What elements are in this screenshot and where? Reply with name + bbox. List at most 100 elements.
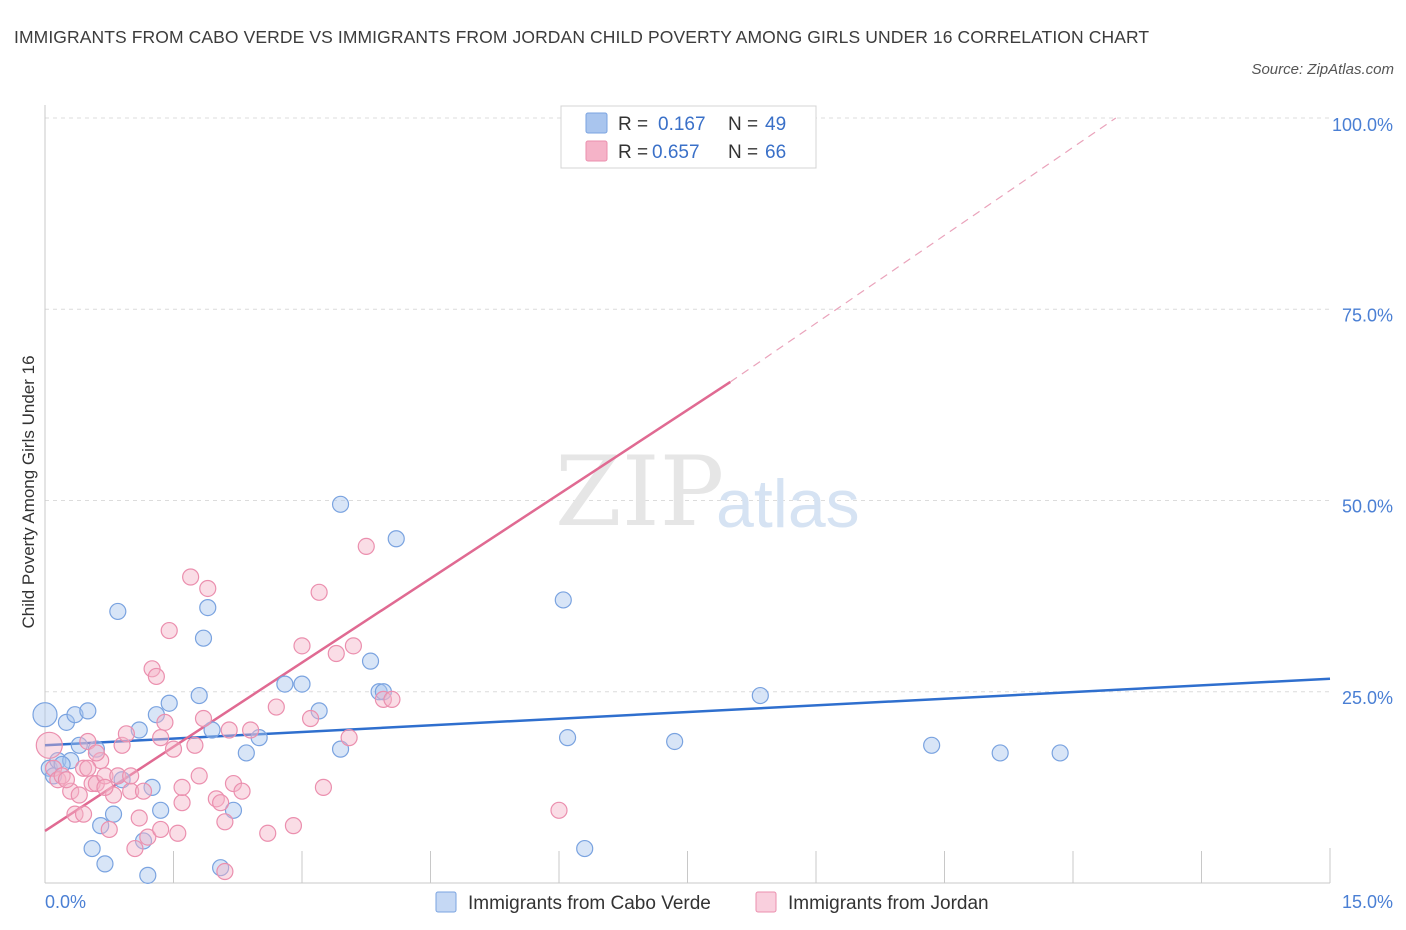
trend-line-jordan-extension — [729, 117, 1117, 383]
watermark-atlas: atlas — [716, 466, 860, 542]
source-label: Source: ZipAtlas.com — [1251, 61, 1394, 78]
y-tick-label-3: 100.0% — [1332, 115, 1393, 135]
legend-box: R = 0.167 N = 49 R = 0.657 N = 66 — [560, 105, 817, 169]
legend-r-label-1: R = — [618, 114, 648, 135]
point-cabo-verde-5 — [62, 751, 80, 770]
point-cabo-verde-30 — [276, 675, 294, 693]
point-cabo-verde-8 — [79, 702, 97, 720]
point-cabo-verde-38 — [387, 530, 405, 548]
point-jordan-56 — [550, 801, 568, 819]
point-jordan-38 — [216, 813, 234, 831]
legend-n-value-2: 66 — [765, 142, 786, 163]
point-jordan-52 — [344, 637, 362, 655]
point-jordan-27 — [160, 621, 178, 640]
point-jordan-24 — [147, 667, 165, 686]
grid-lines — [45, 117, 1330, 693]
point-cabo-verde-42 — [666, 732, 684, 751]
point-cabo-verde-19 — [143, 778, 161, 796]
point-jordan-0 — [35, 731, 63, 759]
y-tick-label-0: 25.0% — [1342, 688, 1393, 708]
data-points — [32, 495, 1069, 884]
point-jordan-50 — [327, 644, 345, 663]
trend-line-jordan — [44, 380, 732, 833]
point-cabo-verde-47 — [203, 721, 221, 739]
point-jordan-39 — [220, 721, 238, 739]
axes — [44, 105, 1331, 884]
point-jordan-17 — [117, 725, 135, 743]
point-jordan-31 — [182, 568, 200, 586]
point-jordan-32 — [186, 736, 204, 754]
point-jordan-43 — [259, 824, 277, 842]
y-tick-label-1: 50.0% — [1342, 497, 1393, 517]
watermark: ZIP atlas — [555, 436, 860, 548]
bottom-legend-swatch-jordan — [755, 891, 777, 913]
point-jordan-21 — [134, 782, 153, 800]
point-cabo-verde-14 — [109, 602, 127, 621]
point-cabo-verde-25 — [199, 598, 217, 617]
point-cabo-verde-21 — [152, 801, 170, 819]
point-jordan-62 — [216, 862, 234, 881]
point-jordan-42 — [242, 721, 260, 739]
point-cabo-verde-13 — [104, 805, 123, 823]
point-cabo-verde-9 — [83, 839, 101, 858]
point-cabo-verde-27 — [224, 801, 243, 819]
point-jordan-35 — [199, 579, 217, 598]
point-jordan-49 — [314, 778, 333, 796]
legend-swatch-jordan — [585, 140, 608, 162]
point-jordan-61 — [122, 767, 140, 785]
point-cabo-verde-11 — [92, 817, 110, 835]
point-jordan-7 — [74, 759, 93, 777]
point-jordan-22 — [139, 828, 157, 846]
point-cabo-verde-33 — [331, 740, 350, 758]
point-jordan-45 — [284, 817, 303, 835]
point-jordan-65 — [74, 805, 93, 823]
legend-n-label-2: N = — [728, 142, 758, 163]
legend-r-value-2: 0.657 — [652, 142, 700, 163]
point-cabo-verde-0 — [32, 702, 58, 728]
point-cabo-verde-34 — [331, 495, 350, 513]
point-jordan-64 — [57, 771, 76, 789]
point-cabo-verde-35 — [361, 652, 380, 670]
point-cabo-verde-31 — [293, 675, 311, 693]
point-jordan-48 — [310, 583, 328, 601]
x-tick-labels: 0.0% 15.0% — [45, 892, 1393, 912]
legend-r-label-2: R = — [618, 142, 648, 163]
y-tick-label-2: 75.0% — [1342, 305, 1393, 325]
bottom-legend-label-cabo-verde: Immigrants from Cabo Verde — [468, 893, 711, 914]
point-jordan-53 — [357, 537, 375, 556]
point-jordan-47 — [301, 709, 320, 728]
x-tick-label-1: 15.0% — [1342, 892, 1393, 912]
point-jordan-60 — [96, 778, 114, 796]
point-jordan-41 — [233, 782, 251, 800]
legend-r-value-1: 0.167 — [658, 114, 706, 135]
point-jordan-34 — [194, 709, 213, 728]
chart-title: IMMIGRANTS FROM CABO VERDE VS IMMIGRANTS… — [14, 27, 1150, 47]
point-jordan-57 — [152, 820, 170, 839]
point-jordan-55 — [383, 690, 401, 709]
legend-swatch-cabo-verde — [585, 112, 608, 134]
y-tick-labels: 25.0% 50.0% 75.0% 100.0% — [1332, 115, 1393, 708]
point-jordan-18 — [122, 782, 140, 800]
x-tick-label-0: 0.0% — [45, 892, 86, 912]
point-cabo-verde-46 — [1051, 744, 1069, 762]
point-jordan-37 — [212, 794, 230, 812]
legend-n-value-1: 49 — [765, 114, 786, 135]
watermark-zip: ZIP — [555, 436, 724, 548]
point-jordan-26 — [156, 713, 174, 731]
bottom-legend-label-jordan: Immigrants from Jordan — [788, 893, 989, 914]
point-jordan-20 — [130, 809, 148, 827]
point-jordan-15 — [109, 767, 127, 785]
point-cabo-verde-18 — [139, 866, 157, 884]
point-jordan-28 — [164, 740, 183, 758]
point-cabo-verde-6 — [66, 706, 84, 724]
point-cabo-verde-22 — [160, 694, 178, 712]
point-jordan-8 — [79, 732, 97, 751]
point-jordan-6 — [70, 786, 88, 804]
point-jordan-13 — [100, 820, 118, 839]
point-cabo-verde-40 — [558, 729, 577, 747]
point-jordan-29 — [169, 824, 187, 842]
point-cabo-verde-45 — [991, 744, 1009, 762]
point-cabo-verde-24 — [194, 629, 213, 647]
trend-lines — [44, 117, 1331, 833]
